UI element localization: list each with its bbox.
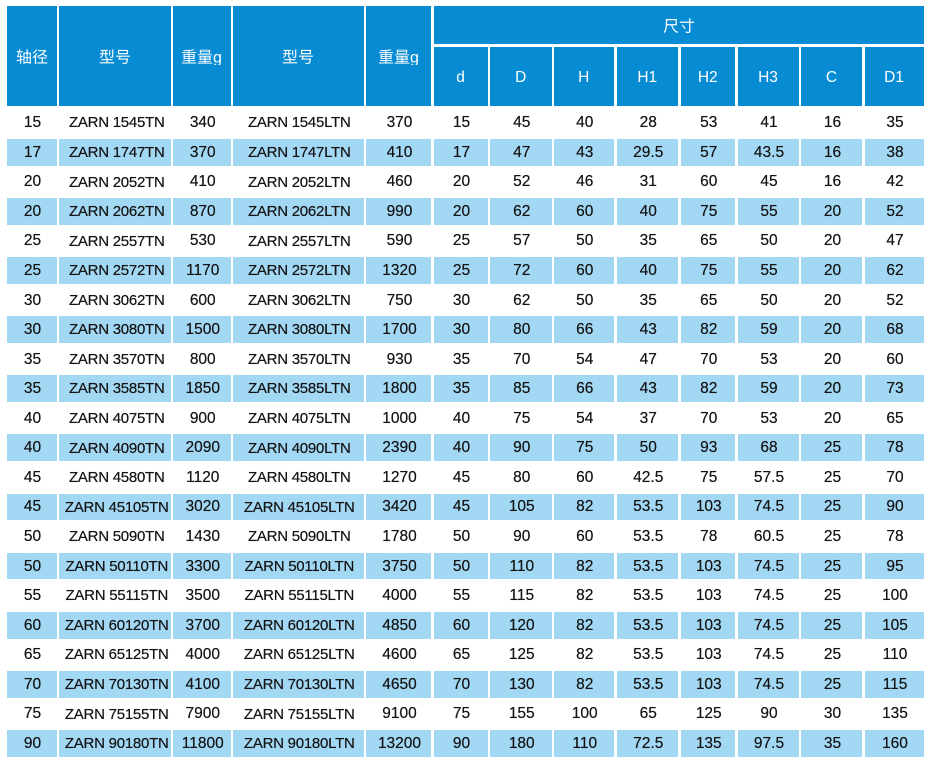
svg-text:g: g [213,50,222,65]
svg-text:g: g [410,50,419,65]
